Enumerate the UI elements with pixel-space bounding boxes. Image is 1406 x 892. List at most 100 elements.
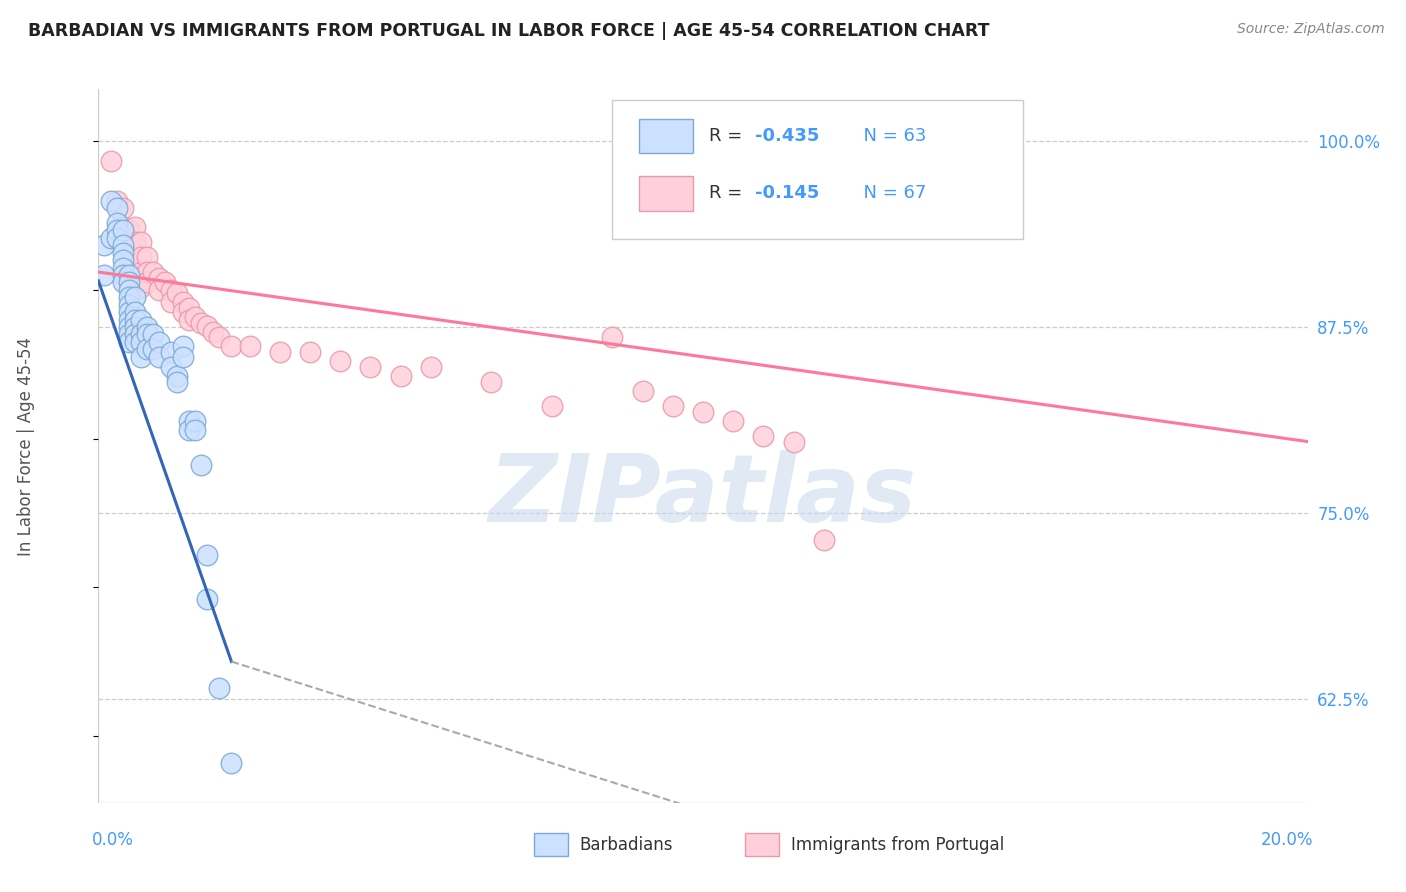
Point	[111, 223, 134, 237]
Point	[148, 350, 170, 364]
Point	[160, 345, 183, 359]
Point	[160, 294, 183, 309]
Bar	[534, 833, 568, 856]
Text: -0.145: -0.145	[755, 184, 820, 202]
Point	[631, 384, 654, 398]
Point	[135, 250, 157, 264]
Point	[111, 245, 134, 260]
Point	[118, 334, 141, 349]
Point	[124, 268, 146, 282]
Text: 20.0%: 20.0%	[1261, 831, 1313, 849]
Point	[239, 339, 262, 353]
Point	[124, 250, 146, 264]
Point	[129, 350, 152, 364]
Point	[142, 343, 165, 357]
Point	[118, 276, 141, 290]
Point	[124, 327, 146, 342]
Text: In Labor Force | Age 45-54: In Labor Force | Age 45-54	[17, 336, 35, 556]
Point	[179, 312, 201, 326]
Point	[118, 305, 141, 319]
Text: R =: R =	[709, 184, 748, 202]
Point	[118, 312, 141, 326]
Text: N = 67: N = 67	[852, 184, 927, 202]
Point	[135, 276, 157, 290]
Point	[148, 271, 170, 285]
Point	[783, 434, 806, 449]
Point	[190, 458, 212, 473]
Point	[184, 423, 207, 437]
Point	[124, 320, 146, 334]
Text: Immigrants from Portugal: Immigrants from Portugal	[792, 836, 1004, 854]
Point	[299, 345, 322, 359]
Point	[135, 320, 157, 334]
Point	[93, 268, 115, 282]
Point	[111, 260, 134, 275]
Text: -0.435: -0.435	[755, 127, 820, 145]
Point	[111, 235, 134, 250]
Point	[662, 399, 685, 413]
Point	[118, 268, 141, 282]
Point	[105, 231, 128, 245]
Point	[179, 301, 201, 315]
Point	[540, 399, 562, 413]
Point	[420, 360, 443, 375]
Point	[190, 316, 212, 330]
Point	[179, 414, 201, 428]
Point	[142, 327, 165, 342]
Point	[202, 325, 225, 339]
Point	[221, 756, 243, 770]
Point	[184, 310, 207, 324]
Bar	[638, 120, 693, 153]
Point	[118, 298, 141, 312]
Point	[100, 231, 122, 245]
Point	[105, 216, 128, 230]
Point	[118, 290, 141, 304]
Point	[166, 285, 188, 300]
Point	[105, 194, 128, 208]
Point	[148, 334, 170, 349]
Point	[105, 201, 128, 215]
Point	[124, 312, 146, 326]
Point	[360, 360, 382, 375]
Point	[142, 265, 165, 279]
Point	[389, 369, 412, 384]
Point	[129, 327, 152, 342]
Point	[135, 343, 157, 357]
Point	[124, 334, 146, 349]
Point	[129, 235, 152, 250]
Point	[166, 369, 188, 384]
Point	[172, 350, 194, 364]
Point	[118, 327, 141, 342]
Bar	[745, 833, 779, 856]
Point	[105, 223, 128, 237]
Point	[160, 360, 183, 375]
Point	[135, 265, 157, 279]
Point	[118, 283, 141, 297]
Point	[195, 592, 218, 607]
Point	[111, 276, 134, 290]
Point	[135, 327, 157, 342]
Point	[195, 318, 218, 333]
Point	[172, 339, 194, 353]
Point	[129, 312, 152, 326]
Point	[111, 253, 134, 268]
Text: Barbadians: Barbadians	[579, 836, 673, 854]
Point	[813, 533, 835, 547]
Point	[129, 280, 152, 294]
Point	[129, 334, 152, 349]
Point	[602, 330, 624, 344]
Point	[752, 428, 775, 442]
Text: R =: R =	[709, 127, 748, 145]
Point	[129, 265, 152, 279]
Point	[100, 153, 122, 168]
Bar	[638, 177, 693, 211]
Point	[124, 220, 146, 235]
Point	[118, 250, 141, 264]
Point	[124, 290, 146, 304]
Point	[195, 548, 218, 562]
Point	[179, 423, 201, 437]
Point	[481, 375, 503, 389]
Text: N = 63: N = 63	[852, 127, 927, 145]
Point	[124, 235, 146, 250]
Point	[148, 283, 170, 297]
